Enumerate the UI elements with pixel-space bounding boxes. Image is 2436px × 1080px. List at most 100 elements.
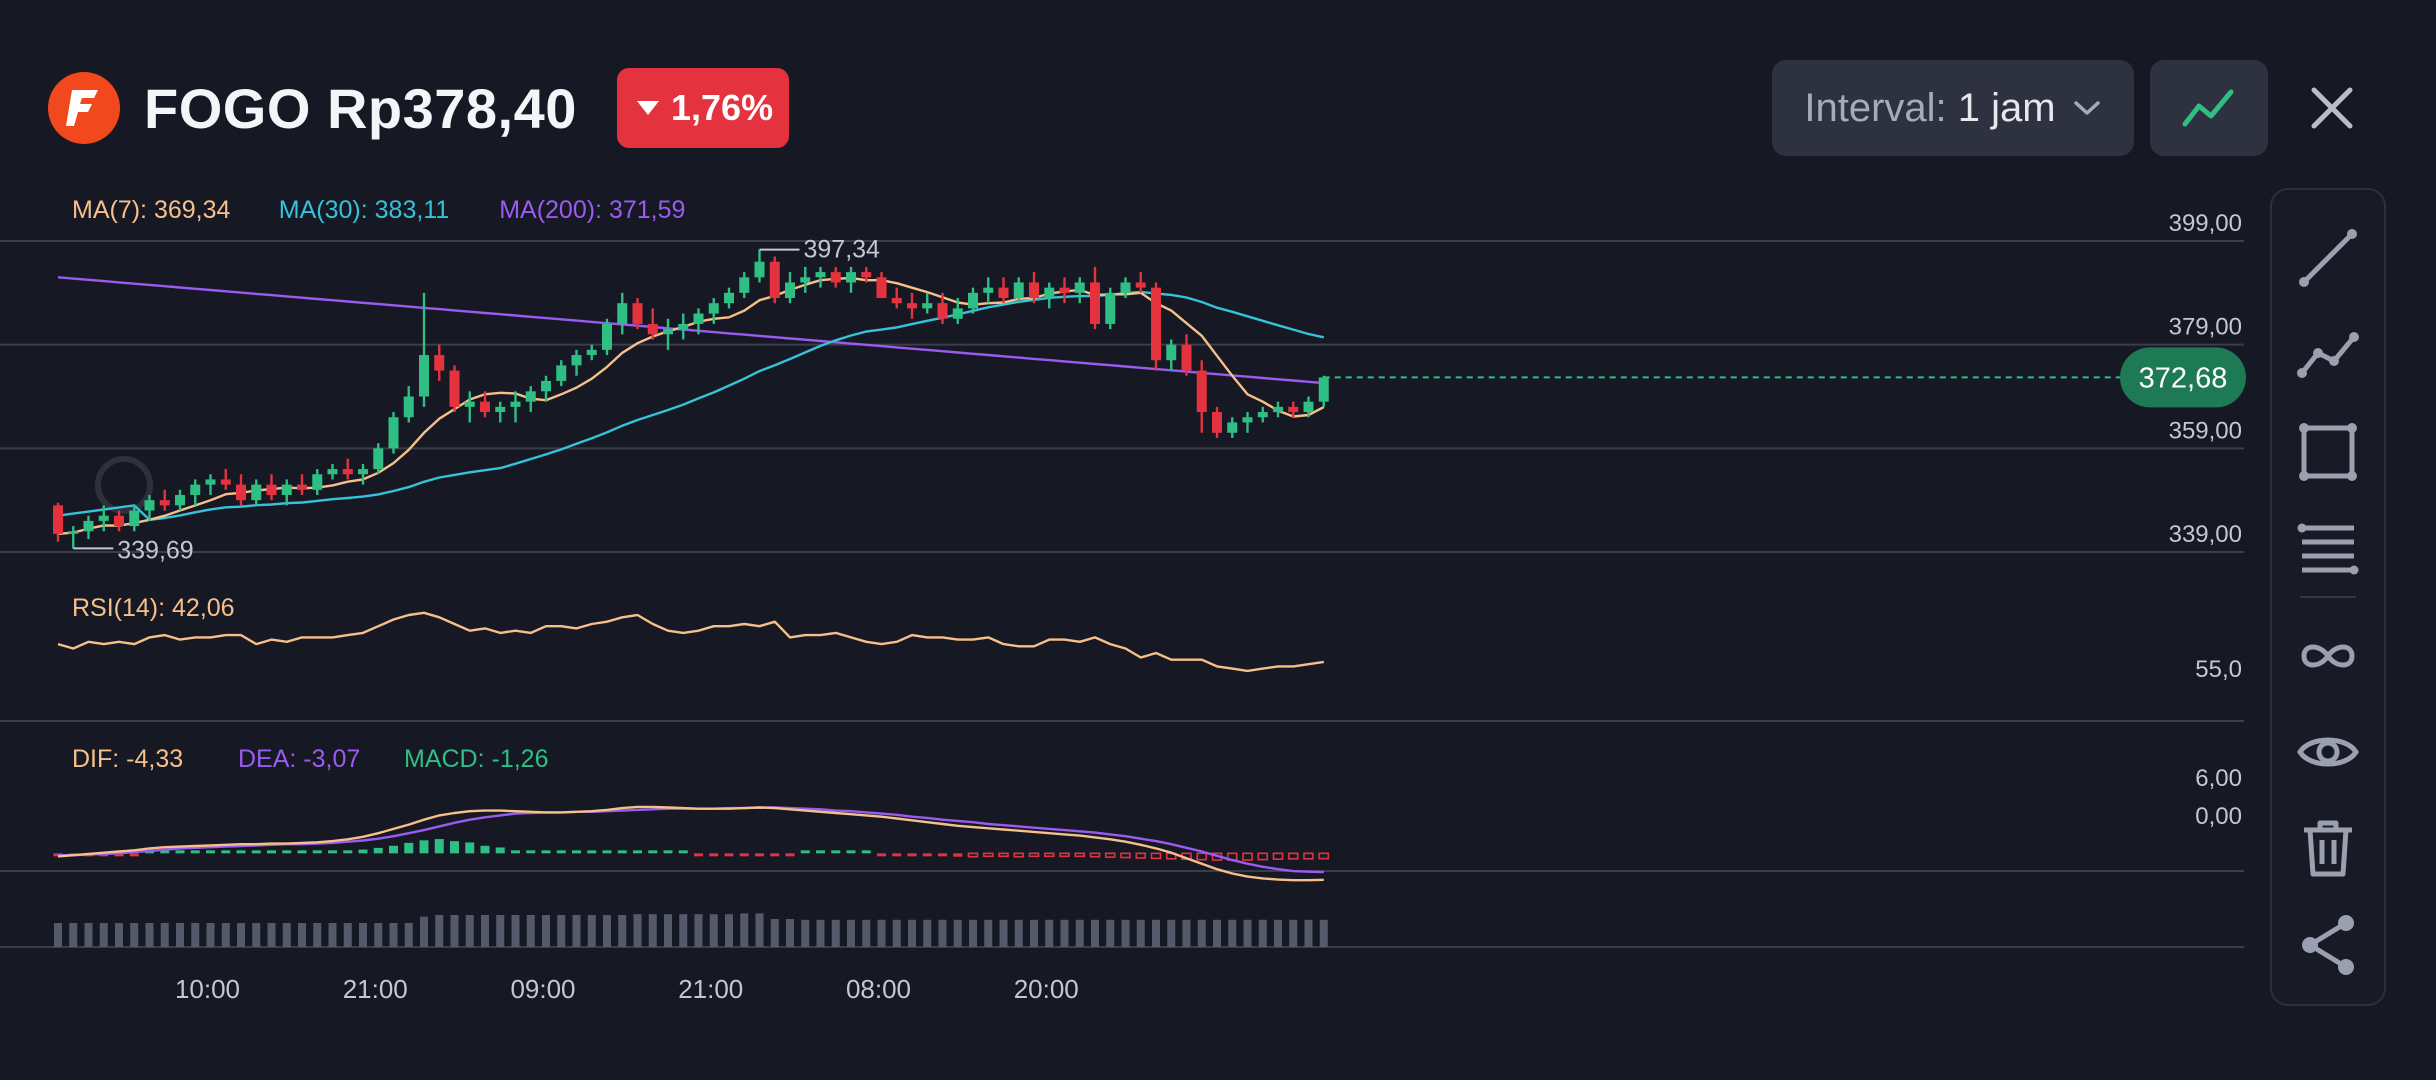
triangle-down-icon [637,101,659,115]
macd-histogram-bar [419,840,429,854]
candle-body [449,370,460,407]
macd-histogram-bar [1150,852,1162,860]
macd-histogram-bar [404,842,414,854]
volume-bar [145,923,154,947]
candle-body [678,323,689,330]
candle-body [327,469,338,475]
tool-horizontal-lines[interactable] [2272,508,2384,588]
macd-histogram-bar [602,850,612,854]
candle-body [586,349,597,356]
macd-histogram-bar [129,853,139,857]
tool-visibility[interactable] [2272,712,2384,792]
volume-bar [191,923,200,947]
volume-bar [374,923,383,947]
candle-body [907,303,917,309]
macd-tick-label: 6,00 [2195,765,2242,792]
tool-polyline[interactable] [2272,315,2384,395]
candle-body [861,272,872,278]
candle-body [220,479,231,485]
x-tick-label: 10:00 [175,974,240,1004]
volume-bar [1045,919,1054,947]
macd-histogram-bar [1272,852,1284,861]
macd-histogram-bar [1135,852,1147,859]
volume-bar [984,919,993,947]
volume-bar [862,919,871,947]
dif-line [57,805,1324,882]
candle-body [129,510,140,527]
interval-label: Interval: [1804,85,1947,130]
macd-histogram-bar [236,850,246,854]
candle-body [312,474,323,490]
candle-body [556,365,567,381]
volume-bar [877,919,886,947]
interval-dropdown[interactable]: Interval: 1 jam [1772,60,2134,156]
volume-bar [282,923,291,947]
candle-body [1318,377,1329,402]
candle-body [846,272,856,283]
volume-bar [435,915,444,947]
tool-infinity[interactable] [2272,616,2384,696]
candle-body [571,355,582,366]
candle-body [1227,422,1238,433]
volume-bar [160,923,169,947]
volume-bar [892,919,901,947]
macd-histogram-bar [297,850,307,854]
macd-histogram-bar [1287,852,1299,860]
volume-bar [709,914,718,947]
volume-bar [969,919,977,947]
volume-bar [1014,919,1023,947]
volume-bar [908,919,916,947]
macd-histogram-bar [572,850,581,854]
header: FOGO Rp378,40 1,76% Interval: 1 jam [0,0,2436,180]
candle-body [1212,412,1222,433]
chart-type-button[interactable] [2150,60,2268,156]
volume-bar [542,915,550,947]
ma-legend-2: MA(200): 371,59 [499,196,685,224]
candle-body [1120,282,1131,293]
volume-bar [1091,919,1099,947]
volume-bar [69,923,78,947]
volume-bar [206,923,215,947]
macd-histogram-bar [998,852,1009,858]
candle-body [800,277,811,283]
macd-histogram-bar [160,850,170,854]
macd-histogram-bar [907,853,917,857]
macd-histogram-bar [1120,852,1131,859]
volume-bar [999,919,1008,947]
tool-delete[interactable] [2272,808,2384,888]
candle-body [1242,417,1253,423]
tool-rectangle[interactable] [2272,412,2384,492]
candle-body [1273,406,1283,413]
volume-bar [557,915,566,947]
rsi-legend-0: RSI(14): 42,06 [72,594,235,622]
tool-trend-line[interactable] [2272,218,2384,298]
volume-bar [1075,919,1084,947]
candle-body [83,520,94,532]
candle-body [1044,287,1055,299]
candle-body [937,303,948,319]
macd-histogram-bar [892,853,902,857]
high-annotation: 397,34 [804,236,881,264]
volume-bar [1136,919,1145,947]
close-button[interactable] [2296,72,2368,144]
candle-body [693,313,704,324]
macd-histogram-bar [434,839,444,854]
tool-share[interactable] [2272,905,2384,985]
macd-histogram-bar [114,853,124,857]
macd-histogram-bar [373,847,383,854]
volume-bar [298,923,306,947]
macd-histogram-bar [1196,852,1208,861]
x-tick-label: 21:00 [678,974,743,1004]
macd-histogram-bar [175,850,185,854]
x-tick-label: 21:00 [343,974,408,1004]
volume-bar [1030,919,1038,947]
ma-legend-0: MA(7): 369,34 [72,196,231,224]
volume-bar [603,915,611,947]
macd-histogram-bar [816,850,825,854]
volume-bar [816,919,825,947]
candle-body [815,272,826,278]
candle-body [632,303,643,324]
toolbar-divider [2300,596,2356,598]
price-chart[interactable]: 399,00 379,00 359,00 339,00 MA(7): 369,34 MA(… [0,180,2250,1040]
candle-body [403,396,414,418]
